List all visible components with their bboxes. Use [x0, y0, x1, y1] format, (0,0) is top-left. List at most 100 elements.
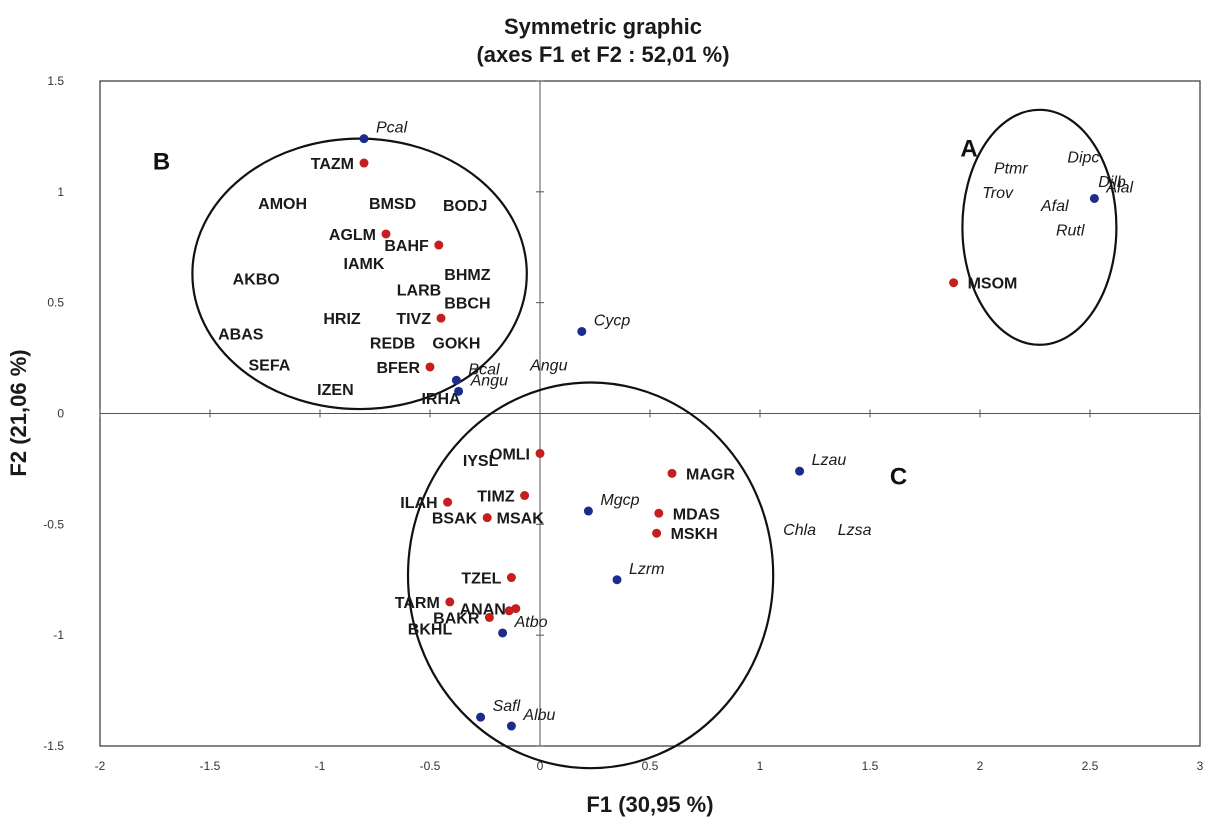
site-label: BKHL: [408, 622, 453, 639]
site-point: [443, 497, 453, 507]
site-label: MSAK: [497, 511, 545, 528]
site-label: TAZM: [311, 156, 354, 173]
species-point: [359, 134, 369, 144]
site-label: IYSL: [463, 453, 499, 470]
x-tick-label: -0.5: [420, 759, 441, 773]
species-label: Dipc: [1067, 149, 1099, 166]
species-label: Albu: [522, 707, 555, 724]
site-label: AKBO: [233, 271, 280, 288]
species-label: Alal: [1105, 179, 1133, 196]
x-axis-title: F1 (30,95 %): [586, 792, 713, 817]
site-label: MAGR: [686, 466, 735, 483]
site-label: TIVZ: [396, 311, 431, 328]
site-label: IAMK: [344, 256, 385, 273]
species-point: [1089, 193, 1099, 203]
site-label: IRHA: [421, 391, 461, 408]
x-tick-label: 2.5: [1082, 759, 1099, 773]
site-label: OMLI: [490, 446, 530, 463]
y-tick-label: 1.5: [47, 74, 64, 88]
site-point: [484, 612, 494, 622]
species-label: Angu: [470, 372, 508, 389]
group-ellipse: [961, 108, 1118, 346]
site-point: [482, 513, 492, 523]
y-tick-label: -1.5: [43, 739, 64, 753]
site-label: LARB: [397, 282, 441, 299]
site-point: [654, 508, 664, 518]
site-label: IZEN: [317, 382, 353, 399]
x-tick-label: 3: [1197, 759, 1204, 773]
site-label: BSAK: [432, 511, 478, 528]
site-point: [511, 604, 521, 614]
species-label: Chla: [783, 522, 816, 539]
y-tick-label: 0.5: [47, 296, 64, 310]
chart-title: Symmetric graphic: [504, 14, 702, 39]
x-tick-label: 0.5: [642, 759, 659, 773]
site-label: TZEL: [461, 571, 501, 588]
y-tick-label: -1: [53, 628, 64, 642]
site-label: BBCH: [444, 296, 490, 313]
species-label: Atbo: [514, 614, 548, 631]
site-label: SEFA: [249, 358, 291, 375]
species-point: [795, 466, 805, 476]
site-label: TARM: [395, 595, 440, 612]
site-label: AGLM: [329, 227, 376, 244]
site-point: [949, 278, 959, 288]
group-letter: A: [960, 135, 977, 162]
y-axis-title: F2 (21,06 %): [6, 349, 31, 476]
site-point: [535, 448, 545, 458]
site-label: ILAH: [400, 495, 437, 512]
site-label: BHMZ: [444, 267, 490, 284]
species-label: Safl: [493, 698, 521, 715]
x-tick-label: -1.5: [200, 759, 221, 773]
x-tick-label: -1: [315, 759, 326, 773]
y-tick-label: -0.5: [43, 517, 64, 531]
site-point: [506, 573, 516, 583]
site-point: [359, 158, 369, 168]
site-point: [425, 362, 435, 372]
species-label: Pcal: [376, 120, 408, 137]
species-label: Mgcp: [600, 492, 639, 509]
group-letter: C: [890, 463, 907, 490]
group-ellipses: A B C: [153, 108, 1118, 770]
site-label: GOKH: [432, 336, 480, 353]
x-tick-label: 0: [537, 759, 544, 773]
site-label: ABAS: [218, 327, 264, 344]
species-point: [451, 375, 461, 385]
chart-subtitle: (axes F1 et F2 : 52,01 %): [476, 42, 729, 67]
x-tick-label: 1.5: [862, 759, 879, 773]
y-tick-label: 1: [57, 185, 64, 199]
site-point: [667, 468, 677, 478]
site-point: [445, 597, 455, 607]
species-label: Angu: [529, 358, 567, 375]
species-point: [583, 506, 593, 516]
species-label: Lzrm: [629, 561, 665, 578]
site-point: [434, 240, 444, 250]
group-letter: B: [153, 149, 170, 176]
species-label: Rutl: [1056, 223, 1085, 240]
species-label: Cycp: [594, 312, 631, 329]
species-point: [506, 721, 516, 731]
species-point: [577, 326, 587, 336]
species-label: Lzau: [812, 452, 847, 469]
site-label: HRIZ: [323, 311, 361, 328]
species-label: Trov: [982, 185, 1014, 202]
site-label: AMOH: [258, 196, 307, 213]
site-label: MSKH: [671, 526, 718, 543]
site-label: BAKR: [433, 610, 480, 627]
group-ellipse: [406, 381, 775, 770]
species-label: Dilb: [1098, 174, 1126, 191]
species-label: Afal: [1040, 198, 1069, 215]
species-label: Lzsa: [838, 522, 872, 539]
site-label: TIMZ: [477, 489, 515, 506]
species-point: [612, 575, 622, 585]
species-label: Bcal: [468, 361, 500, 378]
site-label: ANAN: [460, 602, 506, 619]
x-tick-label: 1: [757, 759, 764, 773]
site-label: BMSD: [369, 196, 416, 213]
site-label: MSOM: [968, 276, 1018, 293]
species-point: [476, 712, 486, 722]
species-point: [454, 386, 464, 396]
site-point: [381, 229, 391, 239]
data-points: [359, 134, 1099, 731]
